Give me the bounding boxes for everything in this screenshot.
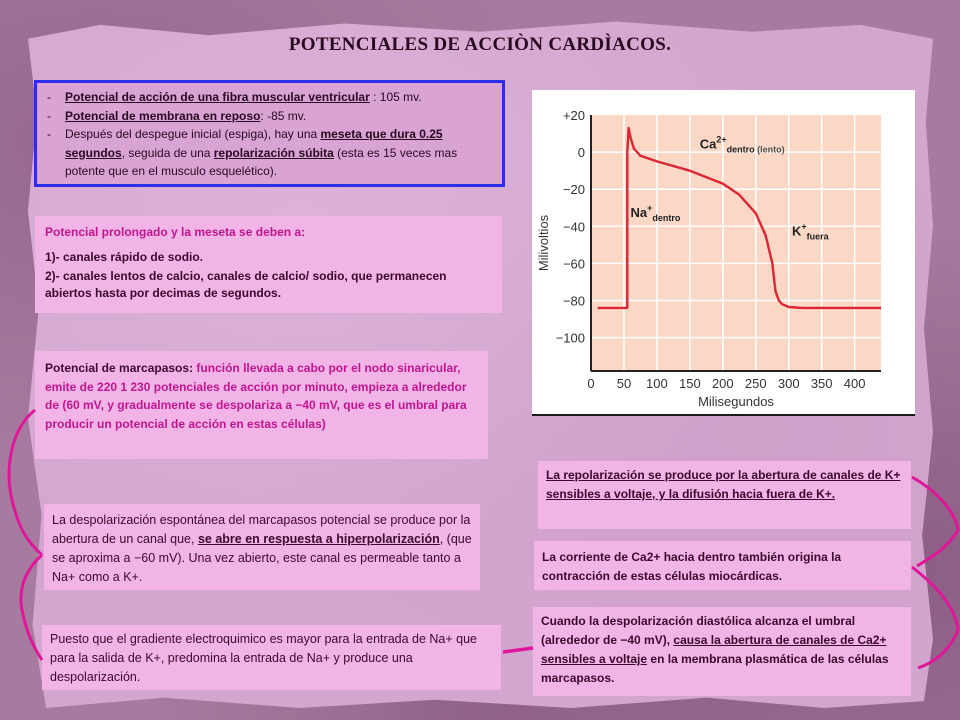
repolarization-text: La repolarización se produce por la aber…	[546, 468, 901, 501]
list-item: - Potencial de acción de una fibra muscu…	[47, 90, 422, 104]
x-tick-label: 150	[679, 376, 701, 391]
ventricular-ap-value: : 105 mv.	[369, 90, 422, 104]
x-tick-label: 300	[778, 376, 800, 391]
y-axis-ticks: +20 0 −20 −40 −60 −80 −100	[556, 108, 585, 346]
calcium-current-box: La corriente de Ca2+ hacia dentro tambié…	[534, 541, 911, 590]
ventricular-facts-list: - Potencial de acción de una fibra muscu…	[47, 88, 492, 181]
x-axis-ticks: 0 50 100 150 200 250 300 350 400	[587, 376, 865, 391]
x-tick-label: 200	[712, 376, 734, 391]
x-tick-label: 250	[745, 376, 767, 391]
page-title: POTENCIALES DE ACCIÒN CARDÌACOS.	[288, 34, 672, 55]
svg-text:Na+dentro: Na+dentro	[631, 203, 681, 223]
resting-potential-label: Potencial de membrana en reposo	[65, 108, 261, 123]
y-tick-label: +20	[563, 108, 585, 123]
resting-potential-value: : -85 mv.	[260, 108, 307, 123]
y-tick-label: 0	[578, 145, 585, 160]
repolarization-box: La repolarización se produce por la aber…	[538, 461, 911, 529]
y-tick-label: −60	[563, 256, 585, 271]
y-tick-label: −80	[563, 294, 585, 309]
hyperpolarization-channel: se abre en respuesta a hiperpolarización	[197, 532, 440, 546]
pacemaker-label: Potencial de marcapasos	[45, 361, 190, 375]
ventricular-ap-label: Potencial de acción de una fibra muscula…	[65, 90, 370, 104]
y-tick-label: −20	[563, 182, 585, 197]
ventricular-action-potential-box: - Potencial de acción de una fibra muscu…	[34, 80, 505, 187]
svg-text:Ca2+dentro (lento): Ca2+dentro (lento)	[700, 134, 785, 154]
cause-slow-calcium: 2)- canales lentos de calcio, canales de…	[45, 269, 447, 300]
list-item: - Después del despegue inicial (espiga),…	[47, 127, 458, 178]
chart-grid	[591, 115, 881, 371]
pacemaker-potential-box: Potencial de marcapasos: función llevada…	[35, 351, 488, 459]
y-tick-label: −100	[556, 331, 585, 346]
annotation-ca-label: Ca2+dentro (lento)	[700, 134, 785, 154]
y-axis-label: Milivoltios	[536, 214, 551, 271]
list-item: - Potencial de membrana en reposo: -85 m…	[47, 108, 307, 123]
plateau-causes-box: Potencial prolongado y la meseta se debe…	[35, 216, 502, 313]
chart-plot: +20 0 −20 −40 −60 −80 −100 0 50 100 150 200 250 300 3…	[536, 108, 881, 409]
annotation-na-label: Na+dentro	[631, 203, 681, 223]
cause-fast-sodium: 1)- canales rápido de sodio.	[45, 249, 204, 264]
action-potential-curve	[597, 126, 881, 310]
pacemaker-description: función llevada a cabo por el nodo sinar…	[45, 361, 467, 431]
svg-text:K+fuera: K+fuera	[792, 222, 830, 242]
diastolic-threshold-box: Cuando la despolarización diastólica alc…	[533, 607, 911, 696]
plot-area	[591, 115, 881, 371]
sudden-repolarization: repolarización súbita	[213, 145, 334, 160]
chart-axes	[590, 115, 881, 372]
plateau-duration: meseta que dura 0.25 segundos	[65, 127, 443, 160]
action-potential-chart: +20 0 −20 −40 −60 −80 −100 0 50 100 150 200 250 300 3…	[532, 90, 915, 416]
plateau-causes-heading: Potencial prolongado y la meseta se debe…	[45, 225, 306, 239]
x-tick-label: 0	[587, 376, 594, 391]
x-tick-label: 100	[646, 376, 668, 391]
ion-annotations: Ca2+dentro (lento) Na+dentro K+fuera	[631, 134, 830, 241]
x-tick-label: 400	[844, 376, 866, 391]
x-axis-label: Milisegundos	[698, 394, 774, 409]
spontaneous-depolarization-box: La despolarización espontánea del marcap…	[44, 504, 480, 590]
x-tick-label: 50	[617, 376, 631, 391]
x-tick-label: 350	[811, 376, 833, 391]
y-tick-label: −40	[563, 219, 585, 234]
annotation-k-label: K+fuera	[792, 222, 830, 242]
calcium-channel-opening: causa la abertura de canales de Ca2+ sen…	[541, 633, 887, 666]
electrochemical-gradient-box: Puesto que el gradiente electroquimico e…	[42, 625, 501, 690]
